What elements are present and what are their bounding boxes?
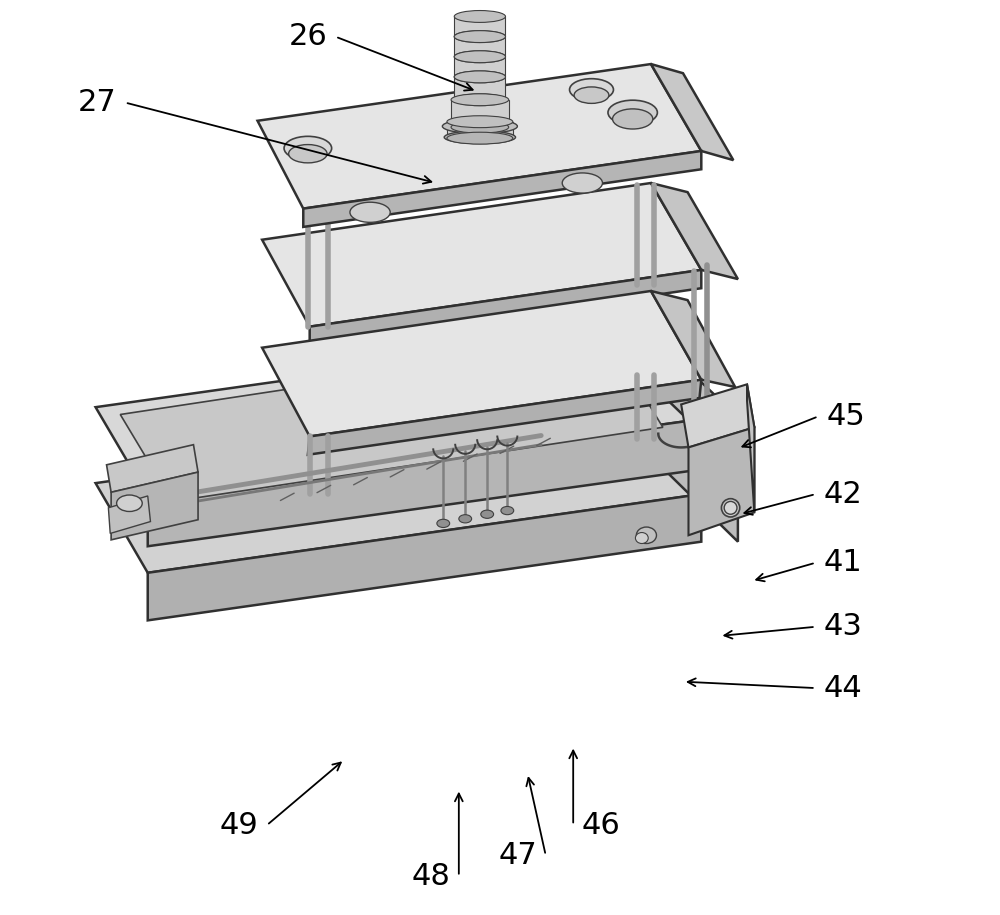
Text: 46: 46 bbox=[581, 811, 620, 840]
Polygon shape bbox=[258, 64, 701, 209]
Ellipse shape bbox=[608, 101, 657, 124]
Polygon shape bbox=[148, 419, 701, 546]
Polygon shape bbox=[303, 151, 701, 227]
Ellipse shape bbox=[444, 131, 516, 144]
Polygon shape bbox=[107, 445, 198, 492]
Text: 49: 49 bbox=[220, 811, 259, 840]
Text: 42: 42 bbox=[824, 479, 862, 509]
Polygon shape bbox=[646, 329, 740, 469]
Polygon shape bbox=[454, 77, 505, 100]
Polygon shape bbox=[108, 496, 150, 533]
Polygon shape bbox=[96, 404, 701, 573]
Polygon shape bbox=[747, 384, 754, 512]
Text: 41: 41 bbox=[824, 548, 862, 577]
Text: 43: 43 bbox=[824, 612, 863, 641]
Polygon shape bbox=[262, 291, 701, 436]
Polygon shape bbox=[454, 16, 505, 37]
Ellipse shape bbox=[451, 93, 509, 106]
Polygon shape bbox=[96, 329, 701, 496]
Ellipse shape bbox=[454, 31, 505, 42]
Ellipse shape bbox=[636, 527, 656, 544]
Text: 26: 26 bbox=[288, 22, 327, 51]
Ellipse shape bbox=[289, 145, 327, 163]
Ellipse shape bbox=[350, 202, 390, 222]
Polygon shape bbox=[310, 270, 701, 345]
Ellipse shape bbox=[454, 71, 505, 83]
Ellipse shape bbox=[562, 173, 602, 193]
Ellipse shape bbox=[724, 501, 737, 514]
Ellipse shape bbox=[442, 119, 517, 134]
Polygon shape bbox=[651, 291, 735, 387]
Ellipse shape bbox=[501, 506, 514, 514]
Text: 47: 47 bbox=[499, 841, 538, 870]
Ellipse shape bbox=[451, 122, 509, 134]
Ellipse shape bbox=[454, 71, 505, 83]
Ellipse shape bbox=[454, 93, 505, 106]
Ellipse shape bbox=[454, 11, 505, 22]
Polygon shape bbox=[688, 427, 754, 535]
Text: 44: 44 bbox=[824, 673, 862, 703]
Text: 45: 45 bbox=[826, 402, 865, 431]
Polygon shape bbox=[148, 494, 701, 620]
Polygon shape bbox=[651, 64, 733, 160]
Polygon shape bbox=[451, 100, 509, 127]
Polygon shape bbox=[308, 380, 701, 455]
Ellipse shape bbox=[117, 495, 142, 511]
Ellipse shape bbox=[613, 109, 653, 129]
Ellipse shape bbox=[447, 133, 513, 145]
Ellipse shape bbox=[635, 533, 648, 544]
Ellipse shape bbox=[459, 514, 472, 523]
Ellipse shape bbox=[437, 520, 450, 527]
Polygon shape bbox=[454, 57, 505, 77]
Polygon shape bbox=[681, 384, 754, 447]
Text: 27: 27 bbox=[78, 88, 117, 117]
Ellipse shape bbox=[570, 79, 613, 101]
Ellipse shape bbox=[447, 115, 513, 128]
Polygon shape bbox=[262, 183, 701, 327]
Ellipse shape bbox=[454, 50, 505, 62]
Polygon shape bbox=[651, 183, 738, 279]
Polygon shape bbox=[646, 404, 738, 542]
Polygon shape bbox=[111, 472, 198, 540]
Ellipse shape bbox=[454, 50, 505, 62]
Ellipse shape bbox=[284, 136, 332, 160]
Ellipse shape bbox=[481, 511, 494, 519]
Polygon shape bbox=[120, 340, 663, 501]
Ellipse shape bbox=[574, 87, 609, 103]
Polygon shape bbox=[447, 122, 513, 138]
Text: 48: 48 bbox=[412, 862, 451, 891]
Ellipse shape bbox=[454, 31, 505, 42]
Ellipse shape bbox=[721, 499, 740, 517]
Polygon shape bbox=[454, 37, 505, 57]
